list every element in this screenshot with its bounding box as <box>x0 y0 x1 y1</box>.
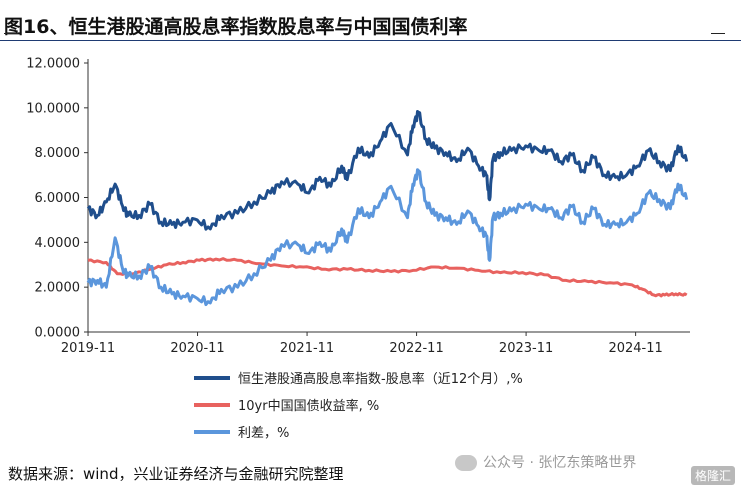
watermark-text: 公众号 · 张忆东策略世界 <box>483 455 637 471</box>
legend-label-1: 10yr中国国债收益率, % <box>238 398 379 414</box>
legend-label-2: 利差，% <box>238 426 289 441</box>
y-tick-label: 12.0000 <box>26 57 80 72</box>
y-tick-label: 0.0000 <box>35 326 81 341</box>
watermark-badge: 格隆汇 <box>690 466 735 485</box>
chart-title: 图16、恒生港股通高股息率指数股息率与中国国债利率 <box>4 16 468 38</box>
x-tick-label: 2022-11 <box>389 341 443 356</box>
series-lines <box>86 110 689 307</box>
legend-label-0: 恒生港股通高股息率指数-股息率（近12个月）,% <box>238 371 523 387</box>
wechat-icon <box>455 455 477 471</box>
x-tick-label: 2024-11 <box>608 341 662 356</box>
x-tick-label: 2023-11 <box>499 341 553 356</box>
y-tick-label: 8.0000 <box>35 146 81 161</box>
axes: 0.0000 2.0000 4.0000 6.0000 8.0000 10.0000 12.… <box>26 57 690 356</box>
y-tick-label: 2.0000 <box>35 281 81 296</box>
series-line-0 <box>86 110 689 231</box>
y-tick-label: 6.0000 <box>35 191 81 206</box>
y-tick-label: 4.0000 <box>35 236 81 251</box>
line-chart: 0.0000 2.0000 4.0000 6.0000 8.0000 10.0000 12.… <box>26 57 690 441</box>
x-tick-label: 2021-11 <box>280 341 334 356</box>
series-line-2 <box>86 168 689 307</box>
x-tick-label: 2020-11 <box>170 341 224 356</box>
title-rule-left <box>4 33 18 34</box>
watermark: 公众号 · 张忆东策略世界 <box>455 452 636 472</box>
title-underline <box>0 40 741 41</box>
y-tick-label: 10.0000 <box>26 101 80 116</box>
series-line-1 <box>87 257 688 298</box>
legend: 恒生港股通高股息率指数-股息率（近12个月）,% 10yr中国国债收益率, % 利差… <box>194 371 523 441</box>
title-rule-right <box>711 33 725 34</box>
data-source-note: 数据来源：wind，兴业证券经济与金融研究院整理 <box>8 465 344 483</box>
x-tick-label: 2019-11 <box>61 341 115 356</box>
